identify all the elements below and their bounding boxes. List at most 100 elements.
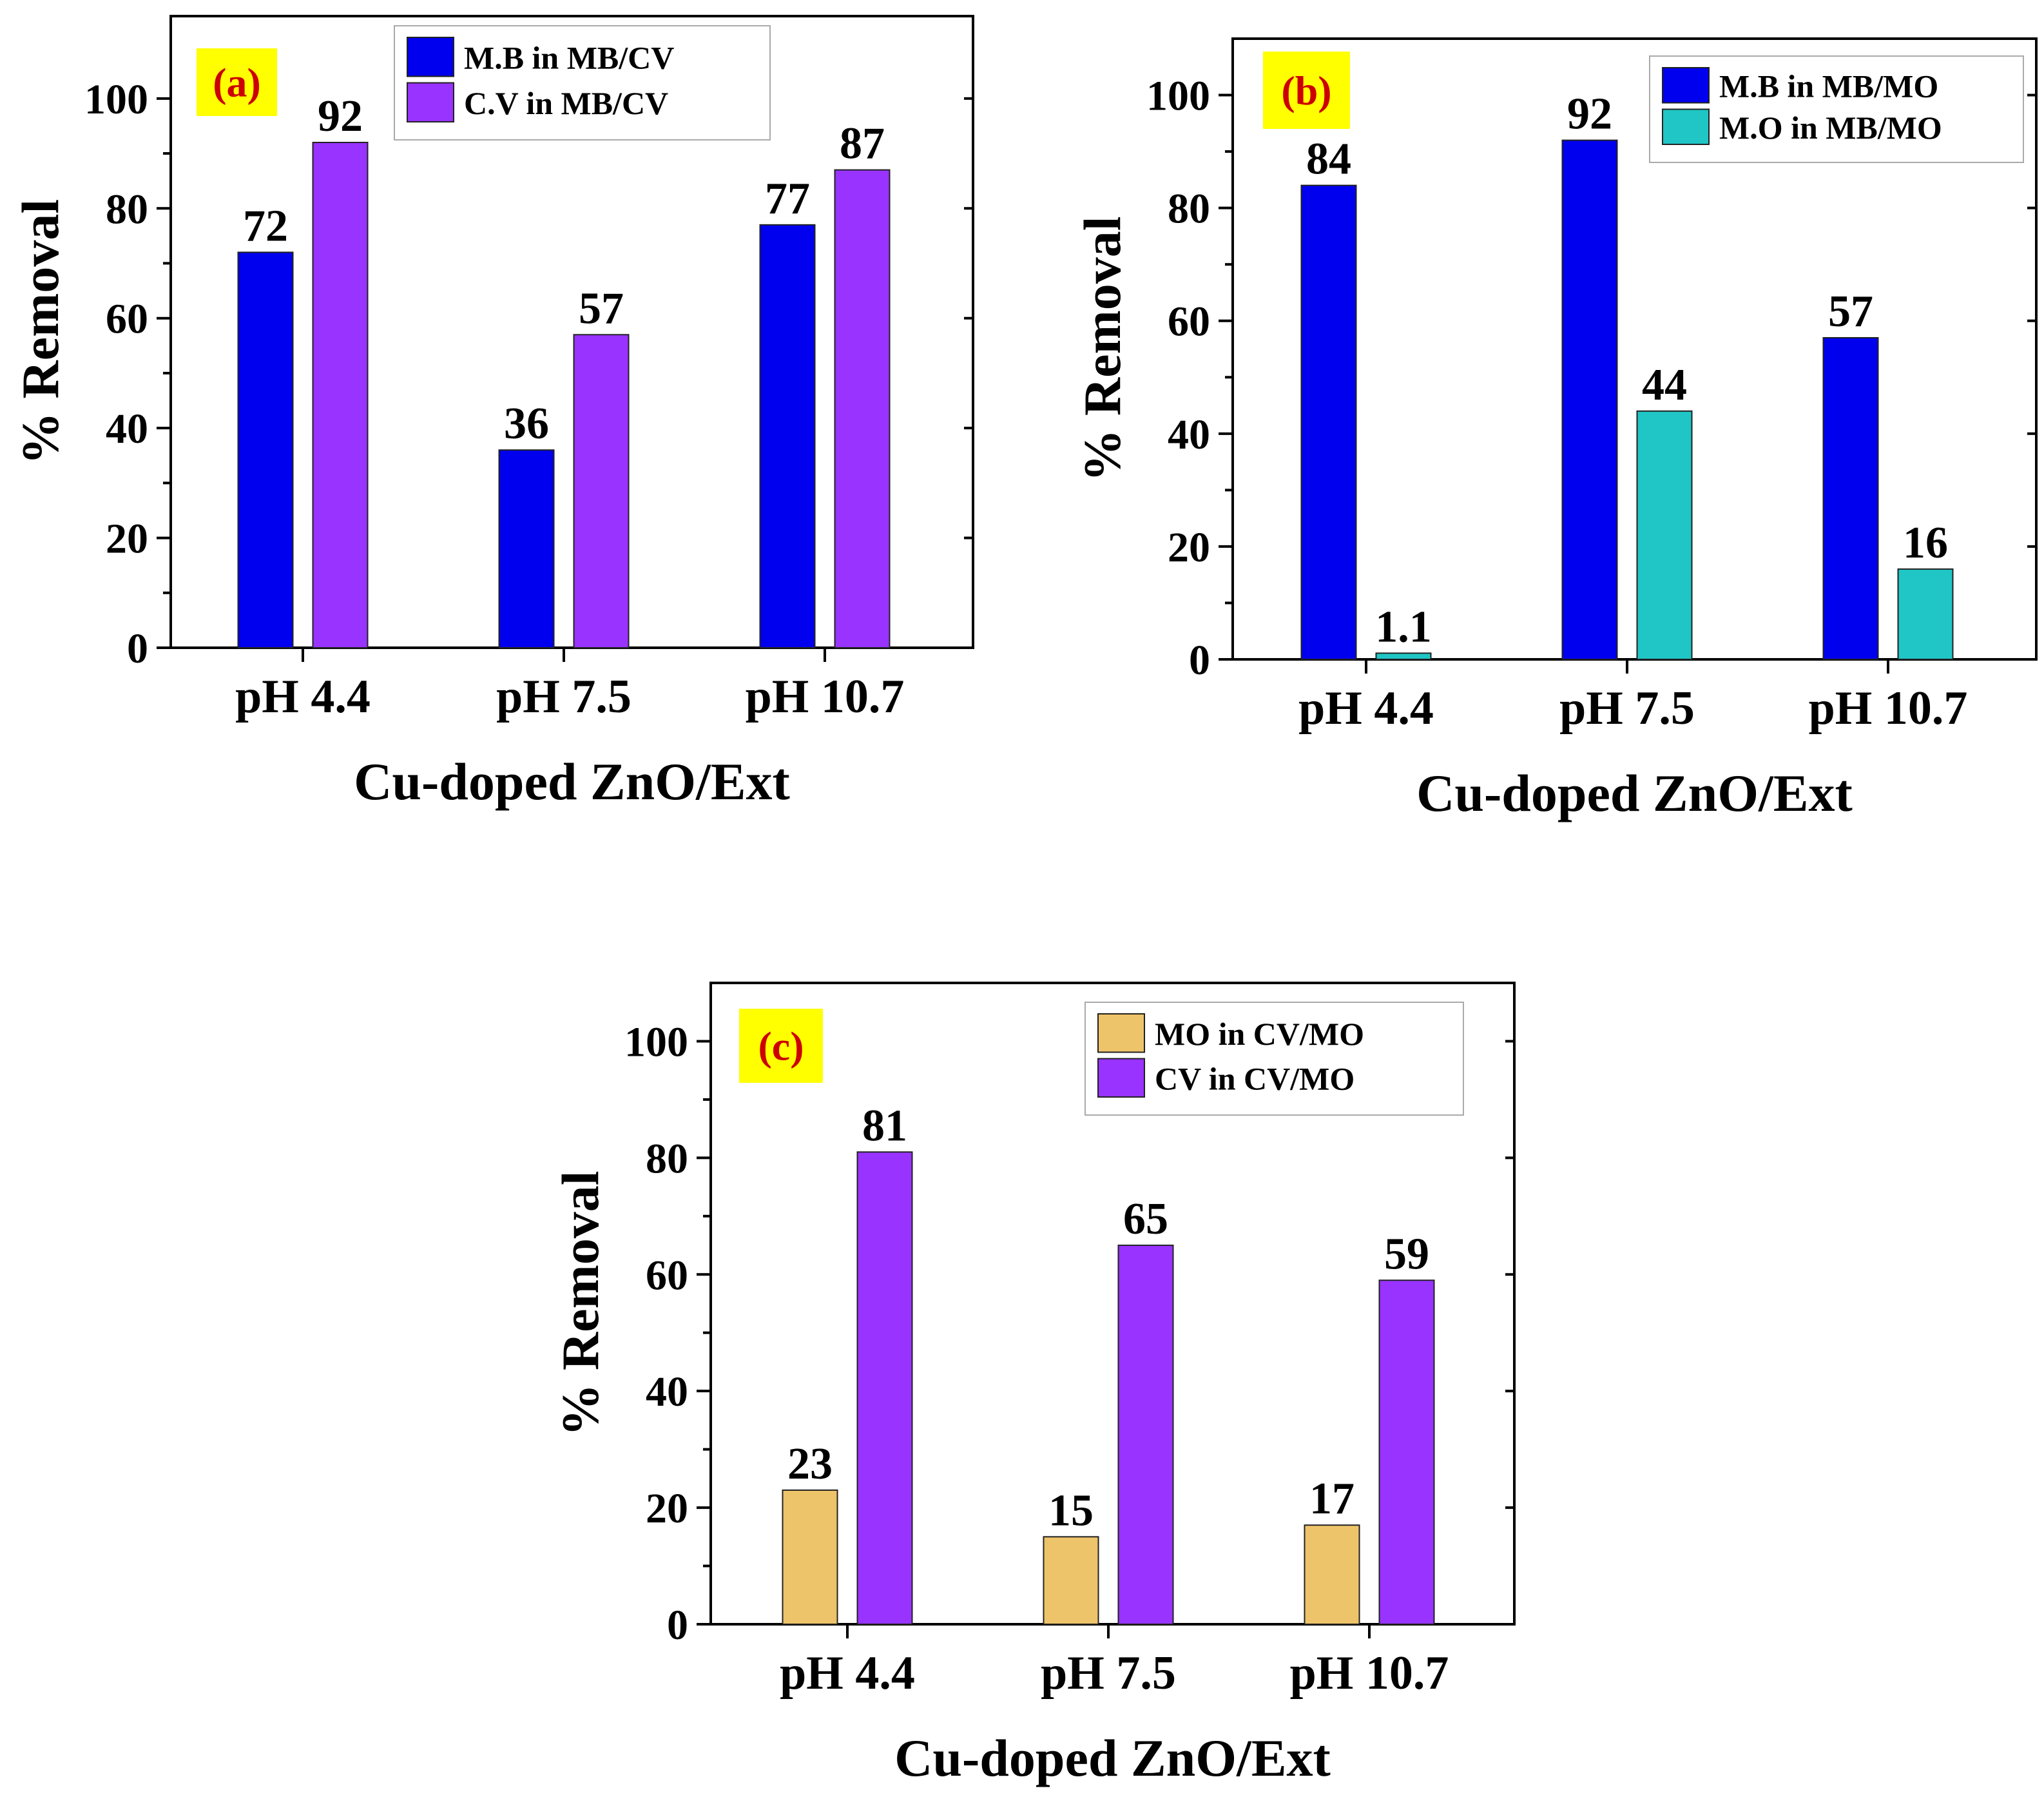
bar — [856, 1151, 913, 1626]
bar-value-label: 59 — [1384, 1229, 1429, 1279]
bar-value-label: 44 — [1642, 360, 1687, 410]
legend-swatch — [1097, 1013, 1145, 1053]
x-tick-label: pH 4.4 — [1298, 682, 1434, 735]
legend: M.B in MB/CV C.V in MB/CV — [394, 25, 771, 141]
y-tick-label: 80 — [106, 186, 148, 233]
bar — [498, 449, 555, 649]
bar-value-label: 23 — [787, 1439, 833, 1489]
x-tick-label: pH 10.7 — [746, 670, 905, 723]
bar — [312, 142, 369, 648]
x-axis-label: Cu-doped ZnO/Ext — [354, 752, 790, 811]
bar-value-label: 17 — [1309, 1474, 1355, 1524]
legend-entry: M.B in MB/MO — [1719, 68, 1938, 104]
panel-label: (b) — [1281, 68, 1331, 113]
x-axis-label: Cu-doped ZnO/Ext — [894, 1729, 1331, 1787]
bar — [1117, 1245, 1174, 1625]
plot-frame — [1231, 37, 2038, 661]
y-tick-label: 100 — [624, 1018, 688, 1065]
bar — [1378, 1279, 1435, 1626]
legend-entry: MO in CV/MO — [1155, 1016, 1364, 1052]
bar — [573, 334, 630, 648]
legend-entry: M.O in MB/MO — [1719, 110, 1942, 146]
legend: M.B in MB/MO M.O in MB/MO — [1649, 55, 2024, 163]
legend-entry: CV in CV/MO — [1155, 1060, 1355, 1096]
bar-value-label: 92 — [318, 92, 363, 141]
x-tick-label: pH 10.7 — [1809, 682, 1968, 735]
panel-label: (a) — [213, 60, 261, 106]
bar-value-label: 57 — [1828, 287, 1873, 336]
y-axis-label: % Removal — [1073, 216, 1132, 481]
bar — [1897, 568, 1954, 660]
bar-value-label: 65 — [1123, 1194, 1168, 1244]
x-tick-label: pH 4.4 — [780, 1647, 915, 1700]
bar — [1043, 1536, 1099, 1625]
y-tick-label: 60 — [1168, 298, 1210, 345]
y-tick-label: 20 — [106, 516, 148, 563]
plot-frame — [169, 15, 974, 649]
panel-label-background — [197, 48, 277, 116]
plot-frame — [709, 982, 1516, 1626]
panel-label-badge: (b) — [1263, 52, 1350, 129]
legend-swatch — [407, 82, 454, 122]
chart-panel-a: 0 20 40 60 80 100 pH 4.4 72 92 pH 7.5 36 57 pH 10.7 7… — [11, 15, 974, 811]
y-tick-label: 40 — [646, 1368, 688, 1415]
y-tick-label: 40 — [1168, 411, 1210, 458]
x-tick-label: pH 10.7 — [1290, 1647, 1449, 1700]
x-tick-label: pH 7.5 — [496, 670, 632, 723]
legend-box — [1085, 1002, 1464, 1116]
legend-entry: C.V in MB/CV — [464, 85, 668, 121]
bar — [1636, 410, 1693, 660]
panel-label-background — [739, 1009, 823, 1083]
y-tick-label: 0 — [127, 625, 148, 672]
y-axis-label: % Removal — [551, 1170, 610, 1436]
y-tick-label: 100 — [84, 76, 148, 123]
bar-value-label: 92 — [1567, 90, 1612, 139]
chart-panel-c: 0 20 40 60 80 100 pH 4.4 23 81 pH 7.5 15 65 pH 10.7 1… — [551, 982, 1516, 1787]
bar-value-label: 36 — [504, 399, 549, 449]
x-tick-label: pH 4.4 — [235, 670, 371, 723]
y-tick-label: 40 — [106, 405, 148, 452]
bar — [1304, 1524, 1360, 1626]
bar-value-label: 15 — [1048, 1486, 1094, 1535]
x-tick-label: pH 7.5 — [1559, 682, 1695, 735]
bar-value-label: 72 — [243, 201, 288, 251]
legend-entry: M.B in MB/CV — [464, 39, 674, 75]
legend-box — [1649, 55, 2024, 163]
y-tick-label: 60 — [106, 296, 148, 343]
panel-label-badge: (c) — [739, 1009, 823, 1083]
legend: MO in CV/MO CV in CV/MO — [1085, 1002, 1464, 1116]
panel-label-background — [1263, 52, 1350, 129]
y-tick-label: 80 — [646, 1135, 688, 1182]
y-tick-label: 80 — [1168, 186, 1210, 233]
bar — [237, 251, 294, 649]
bar — [759, 224, 816, 648]
y-tick-label: 0 — [667, 1602, 688, 1649]
bar-value-label: 81 — [862, 1101, 907, 1151]
bar — [782, 1489, 838, 1626]
bar — [834, 169, 891, 648]
bar-value-label: 16 — [1903, 518, 1948, 568]
x-tick-label: pH 7.5 — [1041, 1647, 1176, 1700]
x-axis-label: Cu-doped ZnO/Ext — [1416, 764, 1853, 822]
bar-value-label: 1.1 — [1375, 602, 1432, 652]
bar-value-label: 77 — [765, 174, 810, 224]
y-axis-label: % Removal — [11, 199, 70, 465]
bar — [1822, 336, 1879, 660]
legend-swatch — [407, 37, 454, 77]
bar — [1300, 184, 1357, 661]
chart-panel-b: 0 20 40 60 80 100 pH 4.4 84 1.1 pH 7.5 92 44 pH 10.7… — [1073, 37, 2038, 822]
bar-value-label: 87 — [840, 119, 885, 169]
y-tick-label: 60 — [646, 1252, 688, 1299]
legend-swatch — [1662, 67, 1710, 104]
y-tick-label: 100 — [1146, 73, 1210, 120]
legend-swatch — [1662, 108, 1710, 145]
panel-label-badge: (a) — [197, 48, 277, 116]
y-tick-label: 20 — [1168, 524, 1210, 571]
y-tick-label: 20 — [646, 1485, 688, 1532]
y-tick-label: 0 — [1189, 637, 1210, 684]
bar-value-label: 57 — [579, 284, 624, 333]
legend-swatch — [1097, 1058, 1145, 1098]
panel-label: (c) — [758, 1024, 804, 1069]
legend-box — [394, 25, 771, 141]
